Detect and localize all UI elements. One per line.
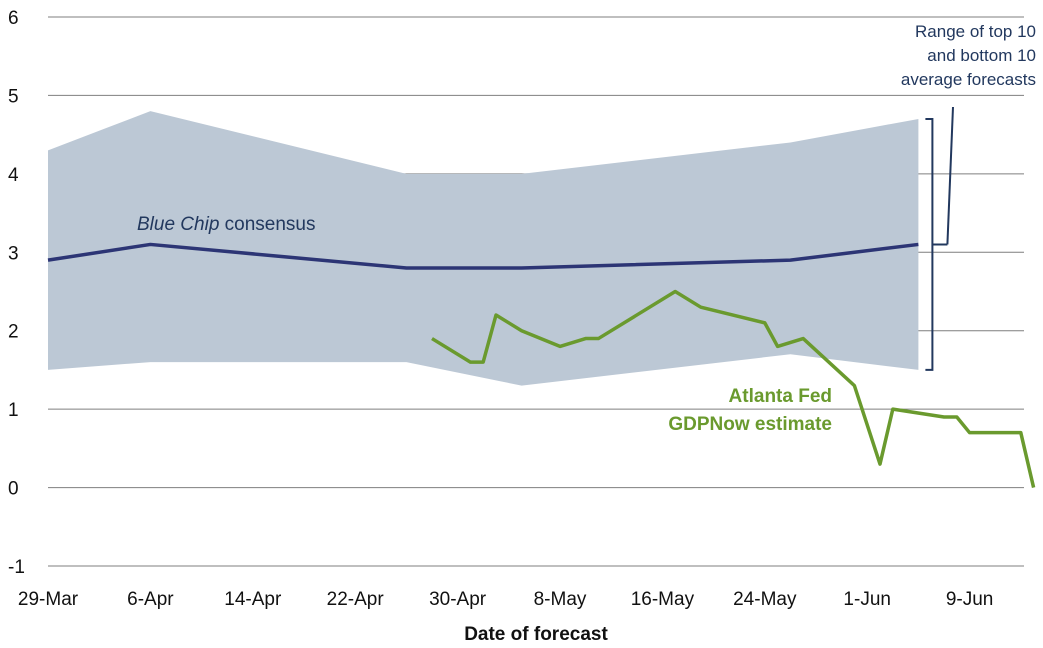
- x-tick-label: 24-May: [733, 589, 797, 610]
- x-tick-label: 8-May: [534, 589, 587, 610]
- range-label-line: average forecasts: [901, 70, 1036, 89]
- range-leader-line: [946, 106, 954, 245]
- gdpnow-estimate-line: [431, 289, 1036, 488]
- blue-chip-label: Blue Chip consensus: [137, 214, 316, 235]
- range-bracket: [925, 117, 948, 371]
- gdpnow-label-line: GDPNow estimate: [668, 414, 832, 435]
- x-tick-label: 9-Jun: [946, 589, 994, 610]
- blue-chip-consensus-line: [47, 242, 919, 270]
- gdpnow-label-line: Atlanta Fed: [729, 386, 832, 407]
- y-tick-label: 3: [8, 243, 19, 264]
- range-label-line: Range of top 10: [915, 22, 1036, 41]
- y-tick-label: 0: [8, 479, 19, 500]
- forecast-range-band: [48, 111, 919, 386]
- blue-chip-label-italic: Blue Chip: [137, 214, 219, 235]
- x-tick-label: 30-Apr: [429, 589, 487, 610]
- gdpnow-annotation: Atlanta Fed GDPNow estimate: [668, 386, 832, 435]
- y-tick-label: 5: [8, 86, 19, 107]
- x-tick-label: 16-May: [631, 589, 695, 610]
- y-tick-label: -1: [8, 557, 25, 578]
- range-label-line: and bottom 10: [927, 46, 1036, 65]
- x-tick-labels: 29-Mar 6-Apr 14-Apr 22-Apr 30-Apr 8-May 16-May…: [18, 589, 993, 610]
- x-tick-label: 22-Apr: [327, 589, 385, 610]
- y-tick-labels: -1 0 1 2 3 4 5 6: [8, 8, 25, 578]
- y-tick-label: 4: [8, 165, 19, 186]
- x-tick-label: 6-Apr: [127, 589, 174, 610]
- y-tick-label: 6: [8, 8, 19, 29]
- y-tick-label: 2: [8, 322, 19, 343]
- x-tick-label: 1-Jun: [843, 589, 891, 610]
- blue-chip-label-rest: consensus: [219, 214, 315, 235]
- x-tick-label: 29-Mar: [18, 589, 79, 610]
- y-tick-label: 1: [8, 400, 19, 421]
- x-tick-label: 14-Apr: [224, 589, 282, 610]
- range-annotation: Range of top 10 and bottom 10 average fore…: [901, 22, 1036, 89]
- x-axis-title: Date of forecast: [464, 624, 608, 645]
